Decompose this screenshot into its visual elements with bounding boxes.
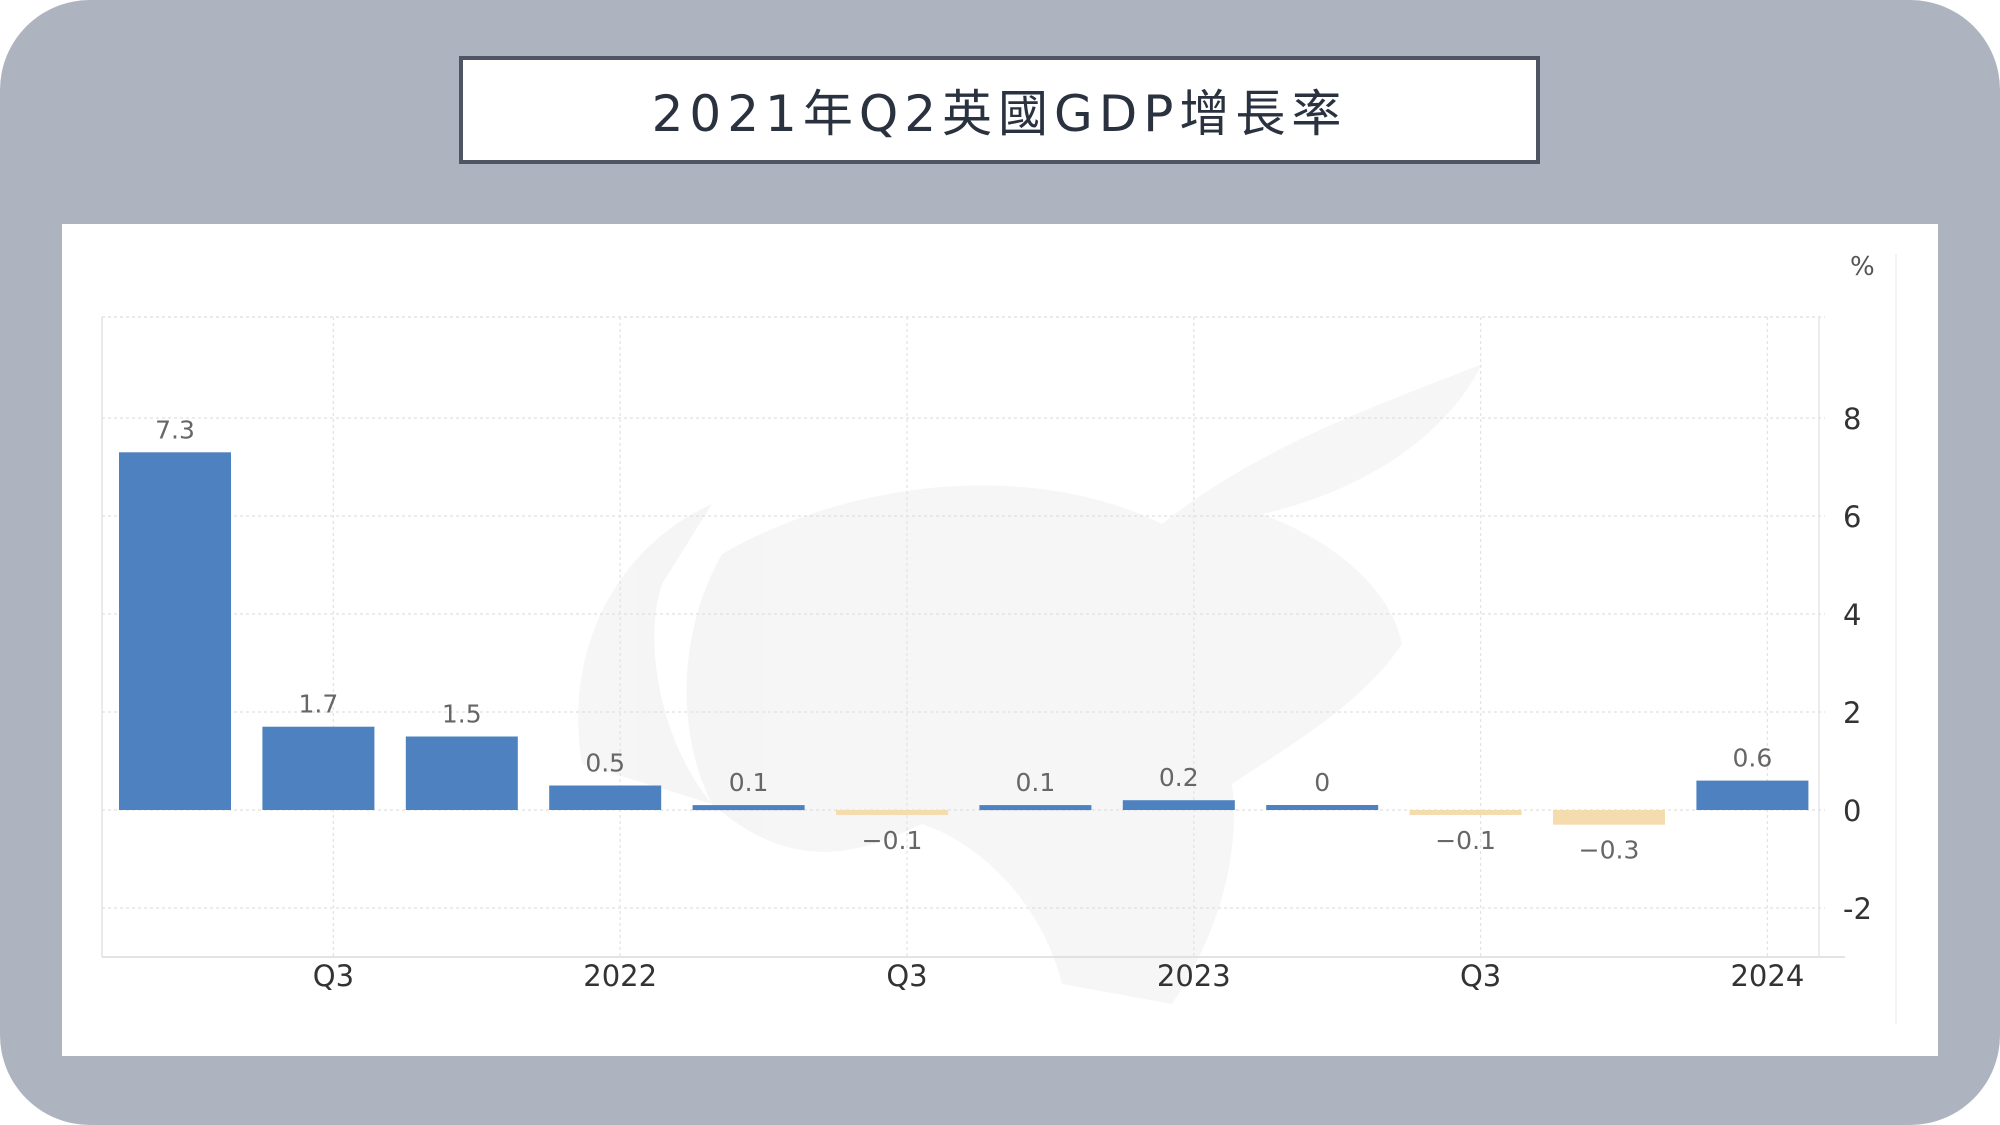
bar[interactable]: [1409, 810, 1522, 815]
data-label: 0.2: [1159, 763, 1199, 792]
x-tick-label: 2024: [1730, 959, 1804, 993]
bar[interactable]: [405, 736, 518, 811]
bar[interactable]: [1266, 805, 1379, 810]
chart-panel: 7.3 1.7 1.5 0.5 0.1 −0.1 0.1 0.2 0 −0.1 −0.3 0.6 8 6…: [62, 224, 1938, 1056]
bar[interactable]: [262, 726, 375, 810]
bar[interactable]: [549, 785, 662, 811]
data-label: −0.1: [862, 826, 923, 855]
y-tick-label: 2: [1843, 696, 1861, 730]
data-label: 7.3: [155, 415, 195, 444]
data-label: 0: [1314, 768, 1330, 797]
page-title: 2021年Q2英國GDP增長率: [651, 85, 1348, 143]
bar[interactable]: [1553, 810, 1665, 825]
data-label: −0.3: [1579, 836, 1640, 865]
y-unit-label: %: [1850, 252, 1875, 282]
bar[interactable]: [1122, 800, 1235, 810]
y-tick-label: 8: [1843, 402, 1861, 436]
y-tick-label: -2: [1843, 892, 1872, 926]
bar-chart: 7.3 1.7 1.5 0.5 0.1 −0.1 0.1 0.2 0 −0.1 −0.3 0.6 8 6…: [101, 252, 1897, 1024]
data-label: −0.1: [1435, 826, 1496, 855]
watermark-bull: [578, 364, 1482, 1004]
x-tick-label: 2023: [1157, 959, 1231, 993]
x-tick-label: Q3: [1460, 959, 1501, 993]
x-tick-label: Q3: [886, 959, 927, 993]
bar[interactable]: [692, 805, 805, 811]
data-label: 0.6: [1733, 744, 1773, 773]
x-tick-label: 2022: [583, 959, 657, 993]
bar[interactable]: [979, 805, 1092, 811]
y-tick-label: 6: [1843, 500, 1861, 534]
bar[interactable]: [119, 452, 231, 810]
title-box: 2021年Q2英國GDP增長率: [459, 56, 1540, 164]
y-tick-label: 4: [1843, 598, 1861, 632]
data-label: 1.7: [299, 690, 339, 719]
x-tick-label: Q3: [313, 959, 354, 993]
data-label: 1.5: [442, 700, 482, 729]
bar[interactable]: [836, 810, 948, 815]
data-label: 0.1: [1016, 768, 1056, 797]
data-label: 0.1: [729, 768, 769, 797]
bar[interactable]: [1696, 780, 1809, 810]
data-label: 0.5: [585, 749, 625, 778]
y-tick-label: 0: [1843, 794, 1861, 828]
